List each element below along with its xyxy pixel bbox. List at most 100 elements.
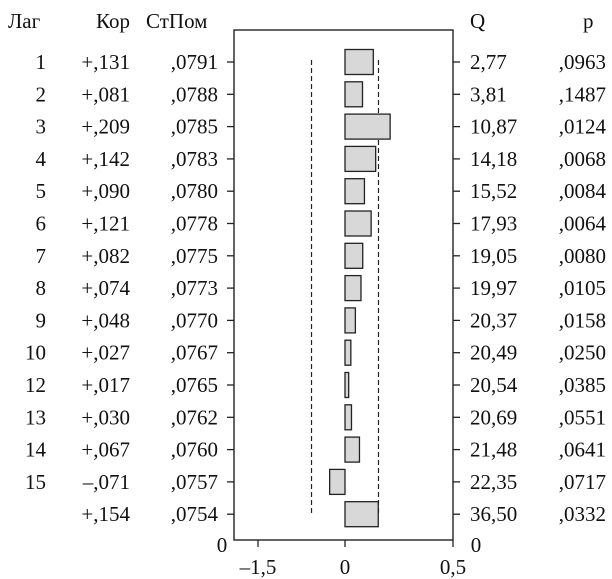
lag-label: 5 [36,179,47,203]
p-label: ,0963 [559,50,606,74]
acf-bar [344,307,357,334]
q-label: 2,77 [470,50,507,74]
header-se: СтПом [146,9,207,33]
se-label: ,0754 [171,502,219,526]
table-rows: 1 +,131 ,0791 2,77 ,0963 2 +,081 ,0788 3,81 ,1487… [25,50,607,526]
q-label: 21,48 [470,438,517,462]
header-p: p [583,9,594,33]
acf-bar [344,145,377,173]
q-label: 20,37 [470,308,517,332]
table-row: +,154 ,0754 36,50 ,0332 [81,502,606,526]
lag-label: 4 [36,147,47,171]
se-label: ,0785 [171,115,218,139]
lag-label: 15 [25,470,46,494]
acf-bar [344,371,350,399]
se-label: ,0775 [171,244,218,268]
acf-bar [344,436,361,463]
lag-label: 1 [36,50,47,74]
se-label: ,0780 [171,179,218,203]
p-label: ,0551 [559,405,606,429]
p-label: ,1487 [559,82,606,106]
lag-label: 9 [36,308,47,332]
acf-bar [344,178,366,205]
se-label: ,0791 [171,50,218,74]
se-label: ,0767 [171,341,218,365]
acf-bar [344,339,352,366]
p-label: ,0105 [559,276,606,300]
table-row: 14 +,067 ,0760 21,48 ,0641 [25,438,606,462]
lag-label: 7 [36,244,47,268]
q-label: 17,93 [470,212,517,236]
table-row: 12 +,017 ,0765 20,54 ,0385 [25,373,606,397]
lag-label: 6 [36,212,47,236]
acf-bar [344,274,362,302]
corr-label: +,081 [81,82,130,106]
p-label: ,0332 [559,502,606,526]
header-corr: Кор [96,9,130,33]
se-label: ,0783 [171,147,218,171]
corr-label: +,017 [81,373,130,397]
bottom-label-right: 0 [471,533,482,557]
table-row: 15 –,071 ,0757 22,35 ,0717 [25,470,606,494]
lag-label: 12 [25,373,46,397]
table-row: 1 +,131 ,0791 2,77 ,0963 [36,50,607,74]
header-lag: Лаг [8,9,41,33]
acf-bar [344,81,364,108]
se-label: ,0757 [171,470,218,494]
corr-label: +,067 [81,438,130,462]
table-row: 7 +,082 ,0775 19,05 ,0080 [36,244,607,268]
bars [329,48,391,528]
p-label: ,0084 [559,179,607,203]
acf-bar [344,501,379,528]
p-label: ,0385 [559,373,606,397]
q-label: 10,87 [470,115,517,139]
bottom-label-left: 0 [217,533,228,557]
acf-bar [329,468,346,496]
table-row: 10 +,027 ,0767 20,49 ,0250 [25,341,606,365]
x-tick-label: 0 [340,555,351,579]
p-label: ,0641 [559,438,606,462]
se-label: ,0778 [171,212,218,236]
header-q: Q [470,9,485,33]
lag-label: 14 [25,438,47,462]
se-label: ,0760 [171,438,218,462]
corr-label: +,142 [81,147,130,171]
lag-label: 8 [36,276,47,300]
corr-label: +,027 [81,341,130,365]
q-label: 20,69 [470,405,517,429]
table-row: 5 +,090 ,0780 15,52 ,0084 [36,179,607,203]
table-row: 9 +,048 ,0770 20,37 ,0158 [36,308,607,332]
lag-label: 2 [36,82,47,106]
lag-label: 13 [25,405,46,429]
acf-bar [344,242,364,269]
p-label: ,0124 [559,115,607,139]
p-label: ,0717 [559,470,606,494]
row-ticks [227,61,460,515]
acf-bar [344,404,353,431]
p-label: ,0068 [559,147,606,171]
table-row: 3 +,209 ,0785 10,87 ,0124 [36,115,607,139]
q-label: 14,18 [470,147,517,171]
corr-label: +,030 [81,405,130,429]
corr-label: +,048 [81,308,130,332]
plot-frame [233,29,454,541]
acf-bar [344,113,391,140]
q-label: 22,35 [470,470,517,494]
q-label: 20,49 [470,341,517,365]
corr-label: +,090 [81,179,130,203]
p-label: ,0158 [559,308,606,332]
se-label: ,0788 [171,82,218,106]
corr-label: +,209 [81,115,130,139]
table-row: 2 +,081 ,0788 3,81 ,1487 [36,82,607,106]
x-axis: –1,5 0 0,5 [239,540,466,579]
corr-label: –,071 [82,470,130,494]
table-row: 6 +,121 ,0778 17,93 ,0064 [36,212,607,236]
table-row: 13 +,030 ,0762 20,69 ,0551 [25,405,606,429]
p-label: ,0250 [559,341,606,365]
q-label: 36,50 [470,502,517,526]
lag-label: 3 [36,115,47,139]
se-label: ,0770 [171,308,218,332]
q-label: 20,54 [470,373,518,397]
p-label: ,0064 [559,212,607,236]
